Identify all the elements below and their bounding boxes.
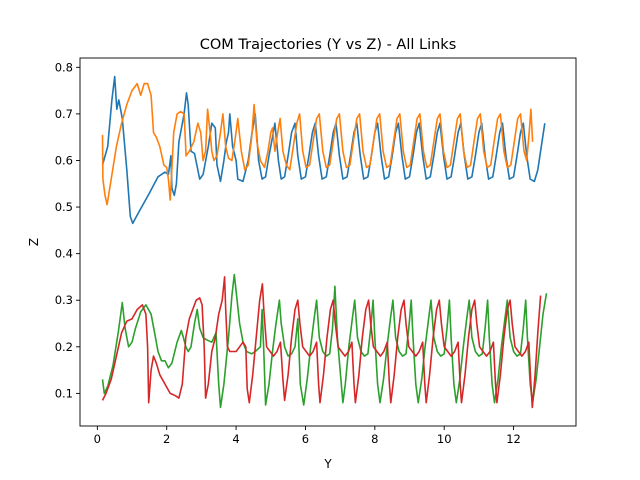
- chart-title: COM Trajectories (Y vs Z) - All Links: [200, 37, 457, 53]
- y-axis-label: Z: [27, 238, 41, 246]
- x-tick-label: 4: [232, 432, 239, 446]
- x-tick-label: 12: [506, 432, 521, 446]
- x-tick-label: 10: [437, 432, 452, 446]
- x-tick-label: 0: [94, 432, 101, 446]
- series-line-3: [101, 273, 548, 409]
- x-axis-label: Y: [323, 457, 332, 471]
- x-tick-label: 6: [302, 432, 309, 446]
- series-line-2: [101, 82, 534, 206]
- y-tick-label: 0.1: [55, 386, 73, 400]
- y-tick-label: 0.6: [55, 153, 73, 167]
- series-layer: [101, 75, 548, 409]
- x-tick-label: 2: [163, 432, 170, 446]
- y-axis-ticks: 0.1 0.2 0.3 0.4 0.5 0.6 0.7 0.8: [55, 60, 80, 400]
- y-tick-label: 0.8: [55, 60, 73, 74]
- y-tick-label: 0.5: [55, 200, 73, 214]
- x-axis-ticks: 0 2 4 6 8 10 12: [94, 426, 521, 446]
- plot-frame: [79, 57, 577, 427]
- series-line-4: [101, 276, 542, 409]
- y-tick-label: 0.7: [55, 107, 73, 121]
- x-tick-label: 8: [371, 432, 378, 446]
- y-tick-label: 0.2: [55, 340, 73, 354]
- y-tick-label: 0.3: [55, 293, 73, 307]
- y-tick-label: 0.4: [55, 247, 73, 261]
- series-line-1: [101, 75, 546, 225]
